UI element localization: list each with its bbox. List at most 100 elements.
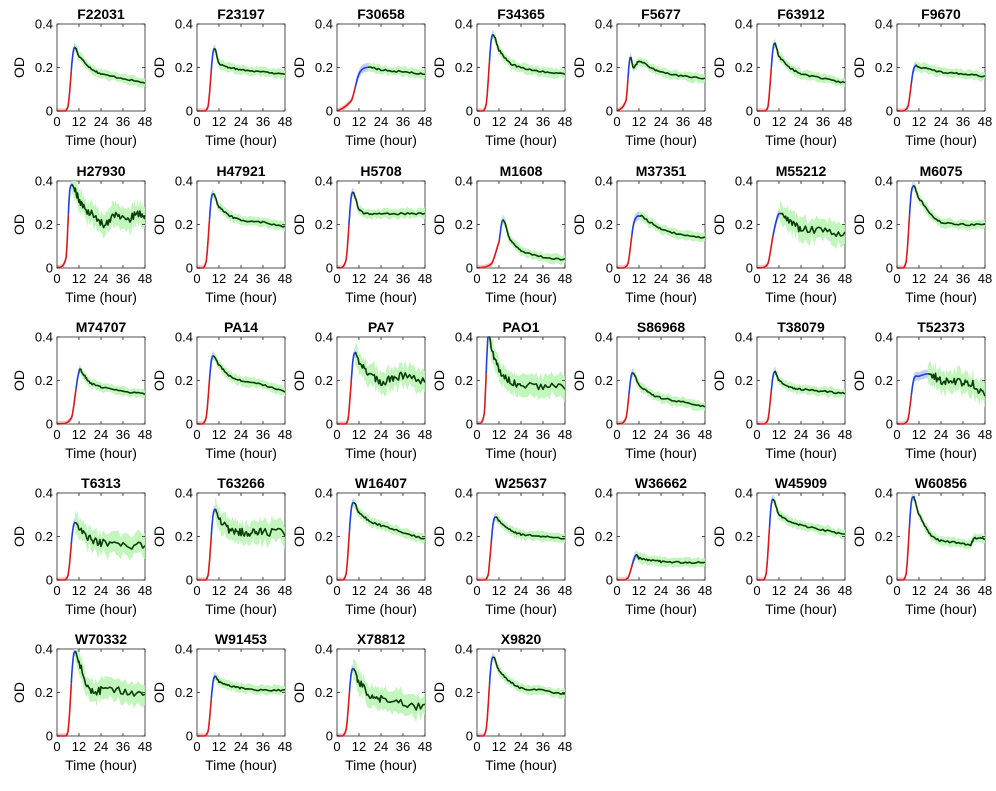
x-axis-label: Time (hour) xyxy=(485,757,557,773)
exp-phase-line xyxy=(488,33,494,62)
subplot-title: H5708 xyxy=(360,163,401,179)
x-tick-label: 0 xyxy=(613,114,620,129)
y-tick-label: 0.4 xyxy=(875,174,893,189)
exp-phase-line xyxy=(498,219,504,240)
subplot-title: T38079 xyxy=(777,319,825,335)
stationary-band xyxy=(213,189,285,232)
subplot-title: F23197 xyxy=(217,6,265,22)
x-tick-label: 48 xyxy=(418,271,432,286)
exp-phase-band xyxy=(71,42,76,75)
x-tick-label: 48 xyxy=(138,427,152,442)
stationary-band xyxy=(495,512,565,544)
x-tick-label: 36 xyxy=(536,114,550,129)
lag-phase-line xyxy=(56,214,70,269)
exp-phase-line xyxy=(208,355,214,381)
x-axis-label: Time (hour) xyxy=(905,445,977,461)
x-tick-label: 48 xyxy=(838,114,852,129)
x-tick-label: 0 xyxy=(613,427,620,442)
subplot-title: W91453 xyxy=(215,631,267,647)
exp-phase-line xyxy=(75,368,81,389)
y-tick-label: 0.2 xyxy=(315,373,333,388)
subplot-title: W60856 xyxy=(915,475,967,491)
y-axis-label: OD xyxy=(571,526,587,547)
y-tick-label: 0.4 xyxy=(595,486,613,501)
x-axis-label: Time (hour) xyxy=(345,132,417,148)
y-tick-label: 0.2 xyxy=(35,217,53,232)
x-axis-label: Time (hour) xyxy=(765,289,837,305)
x-tick-label: 0 xyxy=(333,583,340,598)
x-tick-label: 24 xyxy=(794,271,808,286)
stationary-band xyxy=(75,42,145,88)
x-tick-label: 24 xyxy=(934,583,948,598)
axes-box xyxy=(336,180,426,269)
x-tick-label: 36 xyxy=(536,583,550,598)
y-tick-label: 0 xyxy=(326,417,333,432)
x-tick-label: 36 xyxy=(536,739,550,754)
x-tick-label: 24 xyxy=(94,427,108,442)
y-tick-label: 0.4 xyxy=(735,330,753,345)
exp-phase-band xyxy=(631,211,639,240)
lag-phase-line xyxy=(756,235,774,269)
y-axis-label: OD xyxy=(291,526,307,547)
y-tick-label: 0.4 xyxy=(175,642,193,657)
x-tick-label: 0 xyxy=(193,271,200,286)
exp-phase-line xyxy=(70,46,76,71)
stationary-phase-line xyxy=(352,667,426,711)
x-tick-label: 24 xyxy=(514,427,528,442)
stationary-band xyxy=(80,364,145,399)
y-tick-label: 0 xyxy=(886,104,893,119)
y-tick-label: 0 xyxy=(326,573,333,588)
subplot-m74707: 0 12 24 36 48 0 0.2 0.4 M74707 Time (hour) OD xyxy=(11,319,152,461)
y-tick-label: 0 xyxy=(46,729,53,744)
exp-phase-line xyxy=(490,516,496,542)
x-axis-label: Time (hour) xyxy=(625,289,697,305)
stationary-phase-line xyxy=(492,34,566,75)
exp-phase-line xyxy=(210,47,215,71)
x-axis-label: Time (hour) xyxy=(765,601,837,617)
y-tick-label: 0.4 xyxy=(175,330,193,345)
x-axis-label: Time (hour) xyxy=(625,132,697,148)
x-axis-label: Time (hour) xyxy=(905,601,977,617)
subplot-title: F34365 xyxy=(497,6,545,22)
subplot-title: M55212 xyxy=(776,163,827,179)
subplot-title: M1608 xyxy=(500,163,543,179)
stationary-phase-line xyxy=(353,501,426,540)
x-tick-label: 0 xyxy=(473,271,480,286)
stationary-phase-line xyxy=(912,185,986,227)
y-tick-label: 0.4 xyxy=(595,174,613,189)
y-axis-label: OD xyxy=(11,214,27,235)
y-axis-label: OD xyxy=(151,370,167,391)
y-axis-label: OD xyxy=(151,214,167,235)
x-tick-label: 12 xyxy=(912,427,926,442)
y-tick-label: 0 xyxy=(466,417,473,432)
subplot-t52373: 0 12 24 36 48 0 0.2 0.4 T52373 Time (hour) OD xyxy=(851,319,992,461)
x-tick-label: 36 xyxy=(396,739,410,754)
x-tick-label: 36 xyxy=(816,583,830,598)
x-tick-label: 0 xyxy=(53,114,60,129)
y-tick-label: 0 xyxy=(886,261,893,276)
subplot-title: H47921 xyxy=(216,163,265,179)
x-tick-label: 0 xyxy=(473,427,480,442)
y-tick-label: 0.2 xyxy=(35,529,53,544)
exp-phase-line xyxy=(910,373,928,396)
subplot-h47921: 0 12 24 36 48 0 0.2 0.4 H47921 Time (hour) OD xyxy=(151,163,292,305)
x-tick-label: 36 xyxy=(676,114,690,129)
x-tick-label: 24 xyxy=(794,583,808,598)
y-tick-label: 0.2 xyxy=(175,373,193,388)
subplot-title: W16407 xyxy=(355,475,407,491)
x-tick-label: 12 xyxy=(212,114,226,129)
subplot-pa14: 0 12 24 36 48 0 0.2 0.4 PA14 Time (hour) OD xyxy=(151,319,292,461)
x-tick-label: 0 xyxy=(473,114,480,129)
x-axis-label: Time (hour) xyxy=(765,132,837,148)
axes-box xyxy=(756,336,846,425)
x-tick-label: 12 xyxy=(492,114,506,129)
x-axis-label: Time (hour) xyxy=(905,132,977,148)
y-tick-label: 0 xyxy=(186,573,193,588)
subplot-title: PA7 xyxy=(368,319,394,335)
x-tick-label: 36 xyxy=(676,427,690,442)
subplot-w16407: 0 12 24 36 48 0 0.2 0.4 W16407 Time (hour) OD xyxy=(291,475,432,617)
x-tick-label: 48 xyxy=(558,114,572,129)
x-tick-label: 0 xyxy=(893,114,900,129)
axes-box xyxy=(756,23,846,112)
x-axis-label: Time (hour) xyxy=(625,445,697,461)
